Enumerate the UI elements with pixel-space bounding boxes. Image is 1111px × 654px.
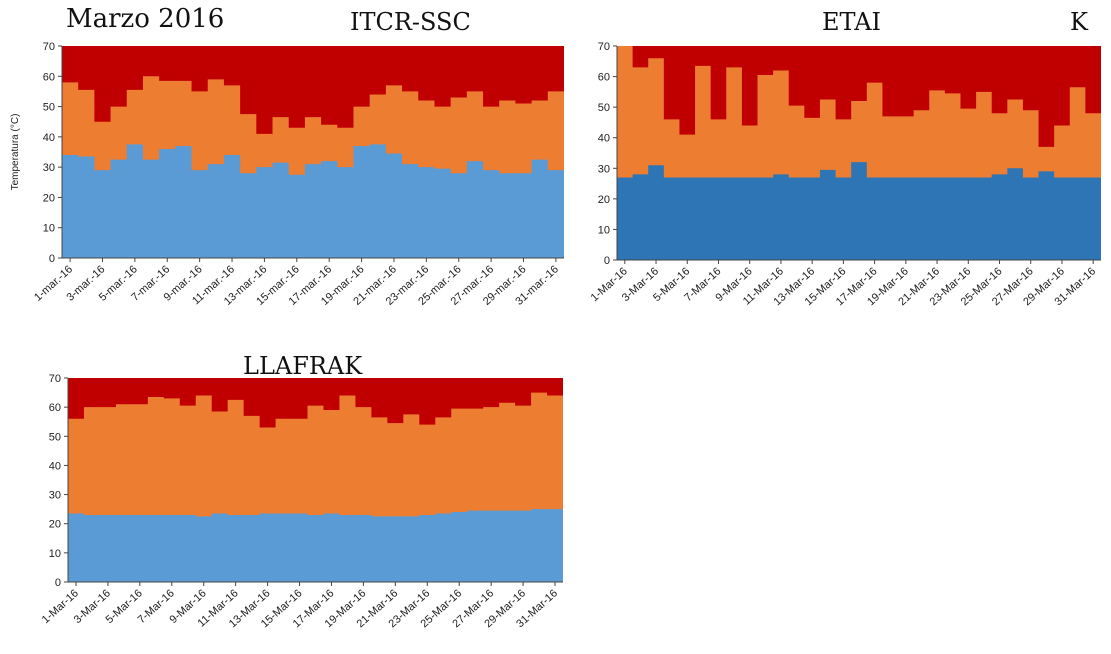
y-tick-label-itcr-ssc: 10 [43, 223, 55, 235]
y-tick-label-itcr-ssc: 30 [43, 162, 55, 174]
y-tick-label-itcr-ssc: 70 [43, 41, 55, 53]
chart-title-itcr-ssc: ITCR-SSC [350, 8, 471, 36]
series-low-band-etai [617, 162, 1101, 260]
y-tick-label-etai: 0 [604, 255, 610, 267]
y-tick-label-llafrak: 0 [55, 577, 61, 589]
page-title: Marzo 2016 [66, 4, 225, 34]
y-tick-label-itcr-ssc: 60 [43, 71, 55, 83]
y-tick-label-etai: 40 [598, 133, 610, 145]
y-axis-label-itcr-ssc: Temperatura (°C) [10, 114, 21, 191]
y-tick-label-itcr-ssc: 50 [43, 102, 55, 114]
y-tick-label-etai: 20 [598, 194, 610, 206]
y-tick-label-etai: 70 [598, 41, 610, 53]
y-tick-label-etai: 50 [598, 102, 610, 114]
y-tick-label-itcr-ssc: 20 [43, 192, 55, 204]
y-tick-label-etai: 10 [598, 224, 610, 236]
y-tick-label-etai: 30 [598, 163, 610, 175]
y-tick-label-itcr-ssc: 40 [43, 132, 55, 144]
y-tick-label-llafrak: 20 [49, 519, 61, 531]
y-tick-label-itcr-ssc: 0 [49, 253, 55, 265]
y-tick-label-llafrak: 10 [49, 548, 61, 560]
series-low-band-llafrak [68, 509, 563, 582]
chart-title-etai-suffix: K [1070, 8, 1088, 36]
y-tick-label-llafrak: 60 [49, 402, 61, 414]
series-low-band-itcr-ssc [62, 144, 564, 258]
chart-title-etai: ETAI [822, 8, 882, 36]
y-tick-label-llafrak: 30 [49, 490, 61, 502]
y-tick-label-llafrak: 50 [49, 431, 61, 443]
chart-title-llafrak: LLAFRAK [243, 352, 363, 380]
y-tick-label-llafrak: 40 [49, 460, 61, 472]
y-tick-label-etai: 60 [598, 72, 610, 84]
y-tick-label-llafrak: 70 [49, 373, 61, 385]
